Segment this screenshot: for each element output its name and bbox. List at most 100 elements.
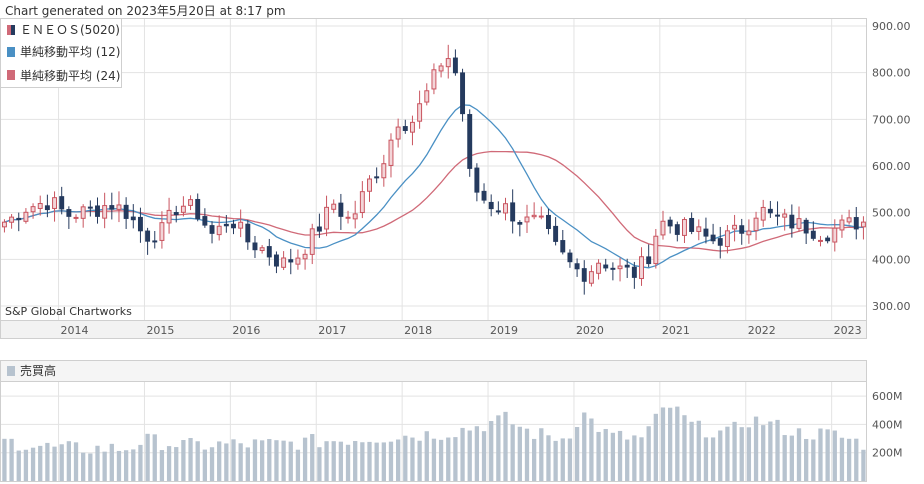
candle-body [295,257,301,265]
volume-bar [603,428,608,481]
up-candle [753,211,759,241]
candle-body [209,225,215,234]
volume-bar [353,441,358,481]
volume-bar [374,442,379,481]
down-candle [624,258,630,279]
volume-bar [81,452,86,481]
up-candle [259,245,265,254]
x-tick-label: 2018 [404,324,432,337]
price-y-tick-label: 500.00 [872,207,911,220]
volume-bar [560,438,565,481]
candle-body [202,216,208,226]
candle-body [159,222,165,241]
volume-y-axis: 200M 400M 600M [872,390,903,460]
candle-body [689,217,695,232]
candle-body [567,252,573,263]
volume-bar [668,407,673,481]
volume-bar [209,447,215,481]
volume-bar [753,416,759,481]
volume-bar [589,418,594,481]
volume-bar [302,437,308,481]
volume-bar [510,424,515,481]
up-candle [445,44,451,79]
volume-legend-icon [7,366,15,376]
down-candle [488,194,494,217]
candle-body [617,265,623,270]
up-candle [724,224,730,254]
volume-bar [9,438,14,481]
up-candle [381,154,387,187]
watermark: S&P Global Chartworks [5,305,132,318]
volume-bar [438,439,444,481]
legend-item-eneos: ＥＮＥＯＳ(5020) [7,23,120,37]
volume-bar [224,443,229,481]
down-candle [667,216,673,234]
candle-body [102,205,108,219]
candle-body [216,225,222,236]
volume-bar [281,440,286,481]
volume-bar [231,439,236,481]
volume-bar [16,450,21,481]
volume-bar [517,426,522,481]
volume-bar [474,426,480,481]
down-candle [316,213,322,238]
candle-body [352,213,358,220]
candle-body [44,205,50,211]
candle-body [810,230,816,239]
up-candle [524,204,530,233]
volume-bar [782,435,787,481]
candle-body [395,126,401,140]
up-candle [531,202,537,220]
up-candle [503,197,508,221]
volume-bar [345,444,351,481]
down-candle [173,205,179,223]
up-candle [180,196,186,217]
candle-body [273,254,279,267]
volume-bar [460,427,465,481]
volume-bar [109,443,114,481]
volume-bar [732,421,737,481]
down-candle [137,207,143,243]
price-y-tick-label: 300.00 [872,300,911,313]
candle-body [252,242,258,251]
x-axis-band [0,320,867,339]
down-candle [209,221,215,244]
candle-body [574,263,580,270]
candle-body [367,178,372,192]
volume-bar [424,431,429,481]
candle-body [531,214,537,218]
down-candle [245,219,251,250]
volume-bar [617,430,623,481]
up-candle [238,209,244,238]
volume-bar [267,439,272,481]
up-candle [73,214,79,223]
volume-bar [174,447,179,481]
x-tick-label: 2020 [576,324,604,337]
candle-body [760,206,766,221]
candle-body [803,219,809,234]
up-candle [617,257,623,282]
volume-bar [825,429,830,481]
down-candle [467,109,473,177]
down-candle [66,206,72,229]
volume-bar [331,441,336,481]
volume-bar [811,439,816,481]
up-candle [424,83,430,106]
up-candle [746,219,752,244]
volume-bar [804,438,809,481]
candle-body [488,201,494,210]
up-candle [216,215,222,241]
up-candle [1,219,7,233]
volume-bar [95,445,100,481]
up-candle [80,204,86,228]
candle-body [37,203,43,209]
candle-body [603,264,609,269]
volume-bar [66,441,72,481]
candle-body [316,226,322,232]
volume-bar [696,420,701,481]
candle-body [538,215,544,218]
volume-bar [38,445,43,481]
up-candle [116,191,122,223]
candle-body [145,230,151,242]
candle-body [631,266,637,278]
